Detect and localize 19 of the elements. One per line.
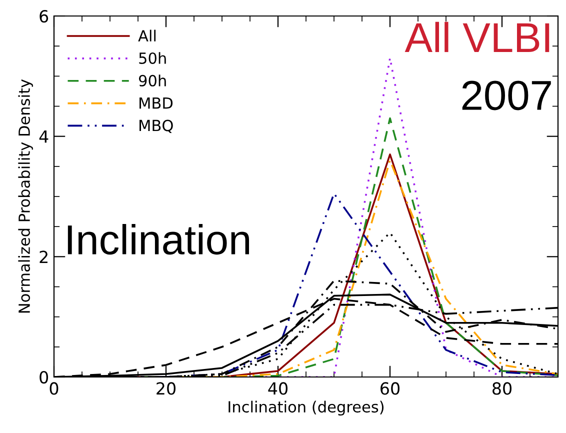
x-tick-label: 0 xyxy=(50,382,58,395)
legend-label: MBQ xyxy=(140,120,173,134)
y-tick-label: 0 xyxy=(40,370,48,384)
annotation: Inclination xyxy=(68,224,249,255)
legend-label: MBD xyxy=(140,97,173,109)
x-tick-label: 40 xyxy=(268,382,288,395)
y-tick-label: 4 xyxy=(39,130,48,143)
annotation: All VLBI xyxy=(404,22,550,52)
y-axis-title: Normalized Probability Density xyxy=(18,79,33,313)
legend-label: All xyxy=(138,30,156,42)
y-tick-label: 6 xyxy=(40,10,48,23)
x-tick-label: 80 xyxy=(492,382,512,395)
y-tick-label: 2 xyxy=(40,250,48,263)
legend-label: 90h xyxy=(138,74,166,86)
annotation: 2007 xyxy=(462,80,551,110)
x-axis-title: Inclination (degrees) xyxy=(228,400,384,416)
legend-label: 50h xyxy=(139,52,166,64)
x-tick-label: 60 xyxy=(380,382,400,395)
x-tick-label: 20 xyxy=(156,382,176,395)
